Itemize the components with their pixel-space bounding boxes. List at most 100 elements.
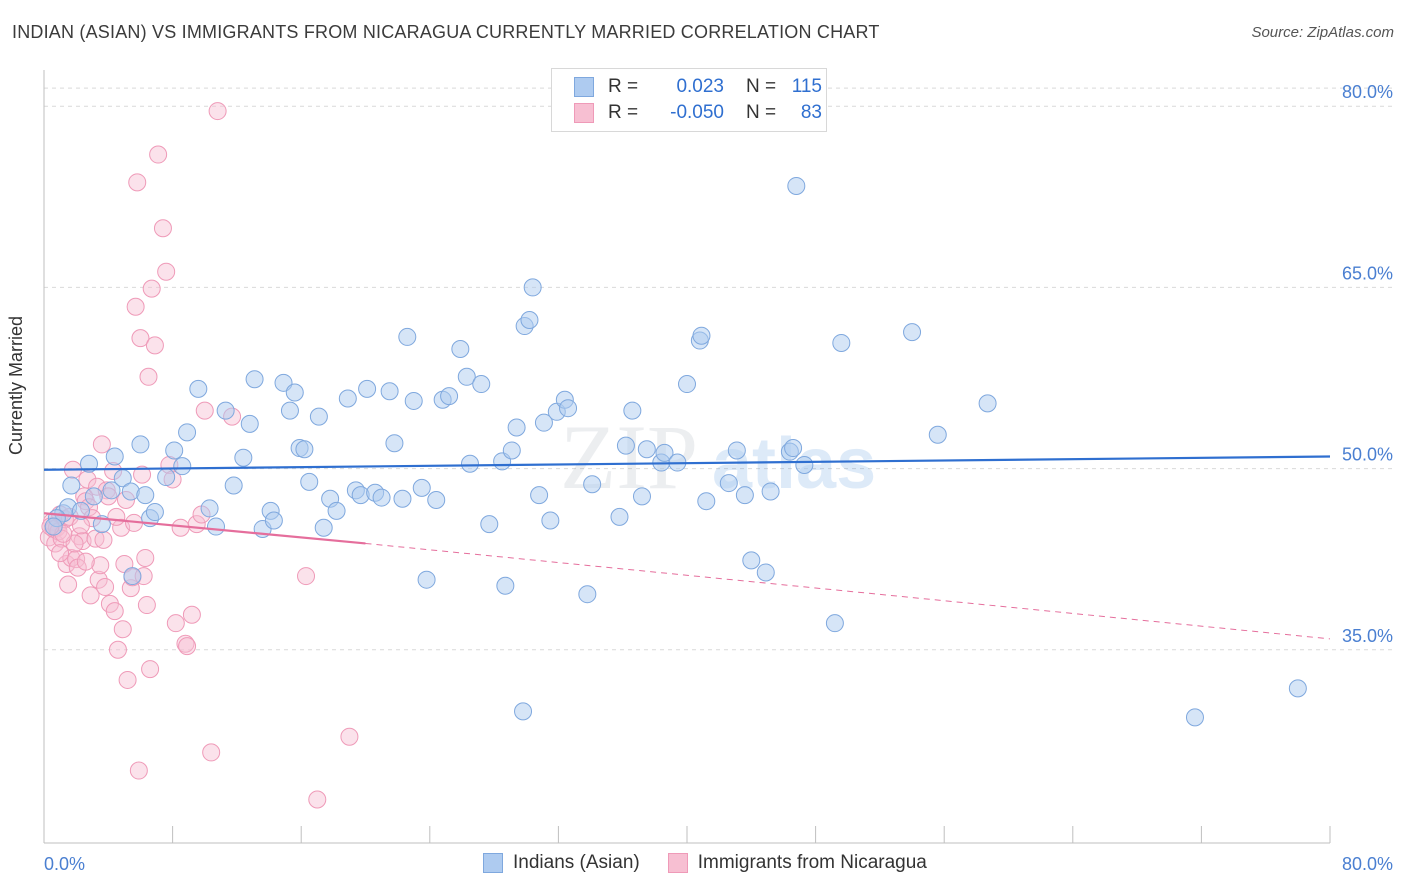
point-nicaragua: [76, 552, 95, 571]
point-indians: [105, 447, 124, 466]
point-indians: [496, 576, 515, 595]
point-indians: [178, 423, 197, 442]
point-nicaragua: [157, 262, 176, 281]
point-nicaragua: [297, 567, 316, 586]
point-indians: [761, 482, 780, 501]
point-nicaragua: [92, 435, 111, 454]
trend-nicaragua: [43, 512, 366, 545]
point-nicaragua: [57, 554, 76, 573]
point-indians: [756, 563, 775, 582]
point-indians: [735, 486, 754, 505]
point-indians: [189, 379, 208, 398]
point-indians: [610, 507, 629, 526]
point-indians: [978, 394, 997, 413]
point-indians: [578, 585, 597, 604]
point-indians: [80, 454, 99, 473]
point-nicaragua: [118, 670, 137, 689]
point-indians: [380, 382, 399, 401]
point-indians: [632, 487, 651, 506]
point-indians: [417, 570, 436, 589]
point-nicaragua: [153, 219, 172, 238]
point-indians: [623, 401, 642, 420]
point-indians: [541, 511, 560, 530]
point-indians: [697, 492, 716, 511]
point-indians: [412, 478, 431, 497]
point-indians: [44, 517, 63, 536]
point-indians: [327, 501, 346, 520]
point-indians: [787, 176, 806, 195]
point-nicaragua: [182, 605, 201, 624]
point-indians: [520, 311, 539, 330]
correlation-legend: R = 0.023 N = 115 R = -0.050 N = 83: [551, 68, 827, 132]
point-indians: [200, 499, 219, 518]
point-indians: [451, 340, 470, 359]
point-indians: [928, 425, 947, 444]
point-indians: [240, 414, 259, 433]
legend-row-nicaragua: R = -0.050 N = 83: [574, 101, 822, 125]
point-indians: [136, 486, 155, 505]
point-indians: [84, 487, 103, 506]
point-indians: [338, 389, 357, 408]
point-indians: [71, 501, 90, 520]
tick-labels: 35.0% 50.0% 65.0% 80.0% 0.0% 80.0%: [44, 82, 1393, 874]
legend-label-nicaragua: Immigrants from Nicaragua: [697, 852, 927, 873]
point-indians: [655, 443, 674, 462]
axes: [43, 70, 1331, 844]
point-indians: [530, 486, 549, 505]
watermark: ZIP atlas: [560, 406, 876, 508]
legend-n-label: N =: [746, 102, 777, 123]
point-nicaragua: [91, 556, 110, 575]
point-indians: [795, 455, 814, 474]
point-indians: [372, 488, 391, 507]
legend-n-label: N =: [746, 76, 777, 97]
point-indians: [742, 551, 761, 570]
point-indians: [784, 439, 803, 458]
point-nicaragua: [145, 336, 164, 355]
legend-row-indians: R = 0.023 N = 115: [574, 75, 822, 99]
point-nicaragua: [340, 727, 359, 746]
legend-r-value: 0.023: [676, 76, 724, 97]
point-nicaragua: [89, 570, 108, 589]
point-indians: [1288, 679, 1307, 698]
point-indians: [62, 476, 81, 495]
legend-label-indians: Indians (Asian): [513, 852, 640, 873]
point-indians: [903, 323, 922, 342]
point-indians: [616, 436, 635, 455]
point-nicaragua: [149, 145, 168, 164]
point-indians: [358, 379, 377, 398]
point-indians: [102, 481, 121, 500]
point-indians: [404, 391, 423, 410]
x-tick-label: 0.0%: [44, 854, 85, 874]
point-nicaragua: [308, 790, 327, 809]
point-nicaragua: [195, 401, 214, 420]
legend-swatch-blue: [483, 853, 503, 873]
point-indians: [157, 468, 176, 487]
series-indians-points: [44, 176, 1307, 727]
point-indians: [285, 383, 304, 402]
point-nicaragua: [133, 465, 152, 484]
legend-n-value: 115: [791, 76, 822, 97]
point-indians: [173, 457, 192, 476]
point-nicaragua: [113, 620, 132, 639]
point-indians: [727, 441, 746, 460]
trend-nicaragua-extension: [365, 542, 1331, 640]
point-indians: [224, 476, 243, 495]
point-nicaragua: [105, 602, 124, 621]
legend-swatch-pink: [667, 853, 688, 873]
y-tick-label: 80.0%: [1342, 82, 1393, 102]
point-indians: [280, 401, 299, 420]
point-indians: [398, 327, 417, 346]
point-indians: [559, 399, 578, 418]
point-nicaragua: [136, 548, 155, 567]
legend-swatch-pink: [574, 103, 594, 123]
point-indians: [165, 441, 184, 460]
point-indians: [678, 375, 696, 394]
point-nicaragua: [142, 279, 161, 298]
series-legend: Indians (Asian) Immigrants from Nicaragu…: [483, 852, 955, 874]
point-nicaragua: [94, 530, 113, 549]
point-nicaragua: [129, 761, 148, 780]
trend-lines: [43, 455, 1331, 640]
point-indians: [131, 435, 150, 454]
trend-indians: [43, 455, 1331, 471]
point-nicaragua: [51, 544, 70, 563]
